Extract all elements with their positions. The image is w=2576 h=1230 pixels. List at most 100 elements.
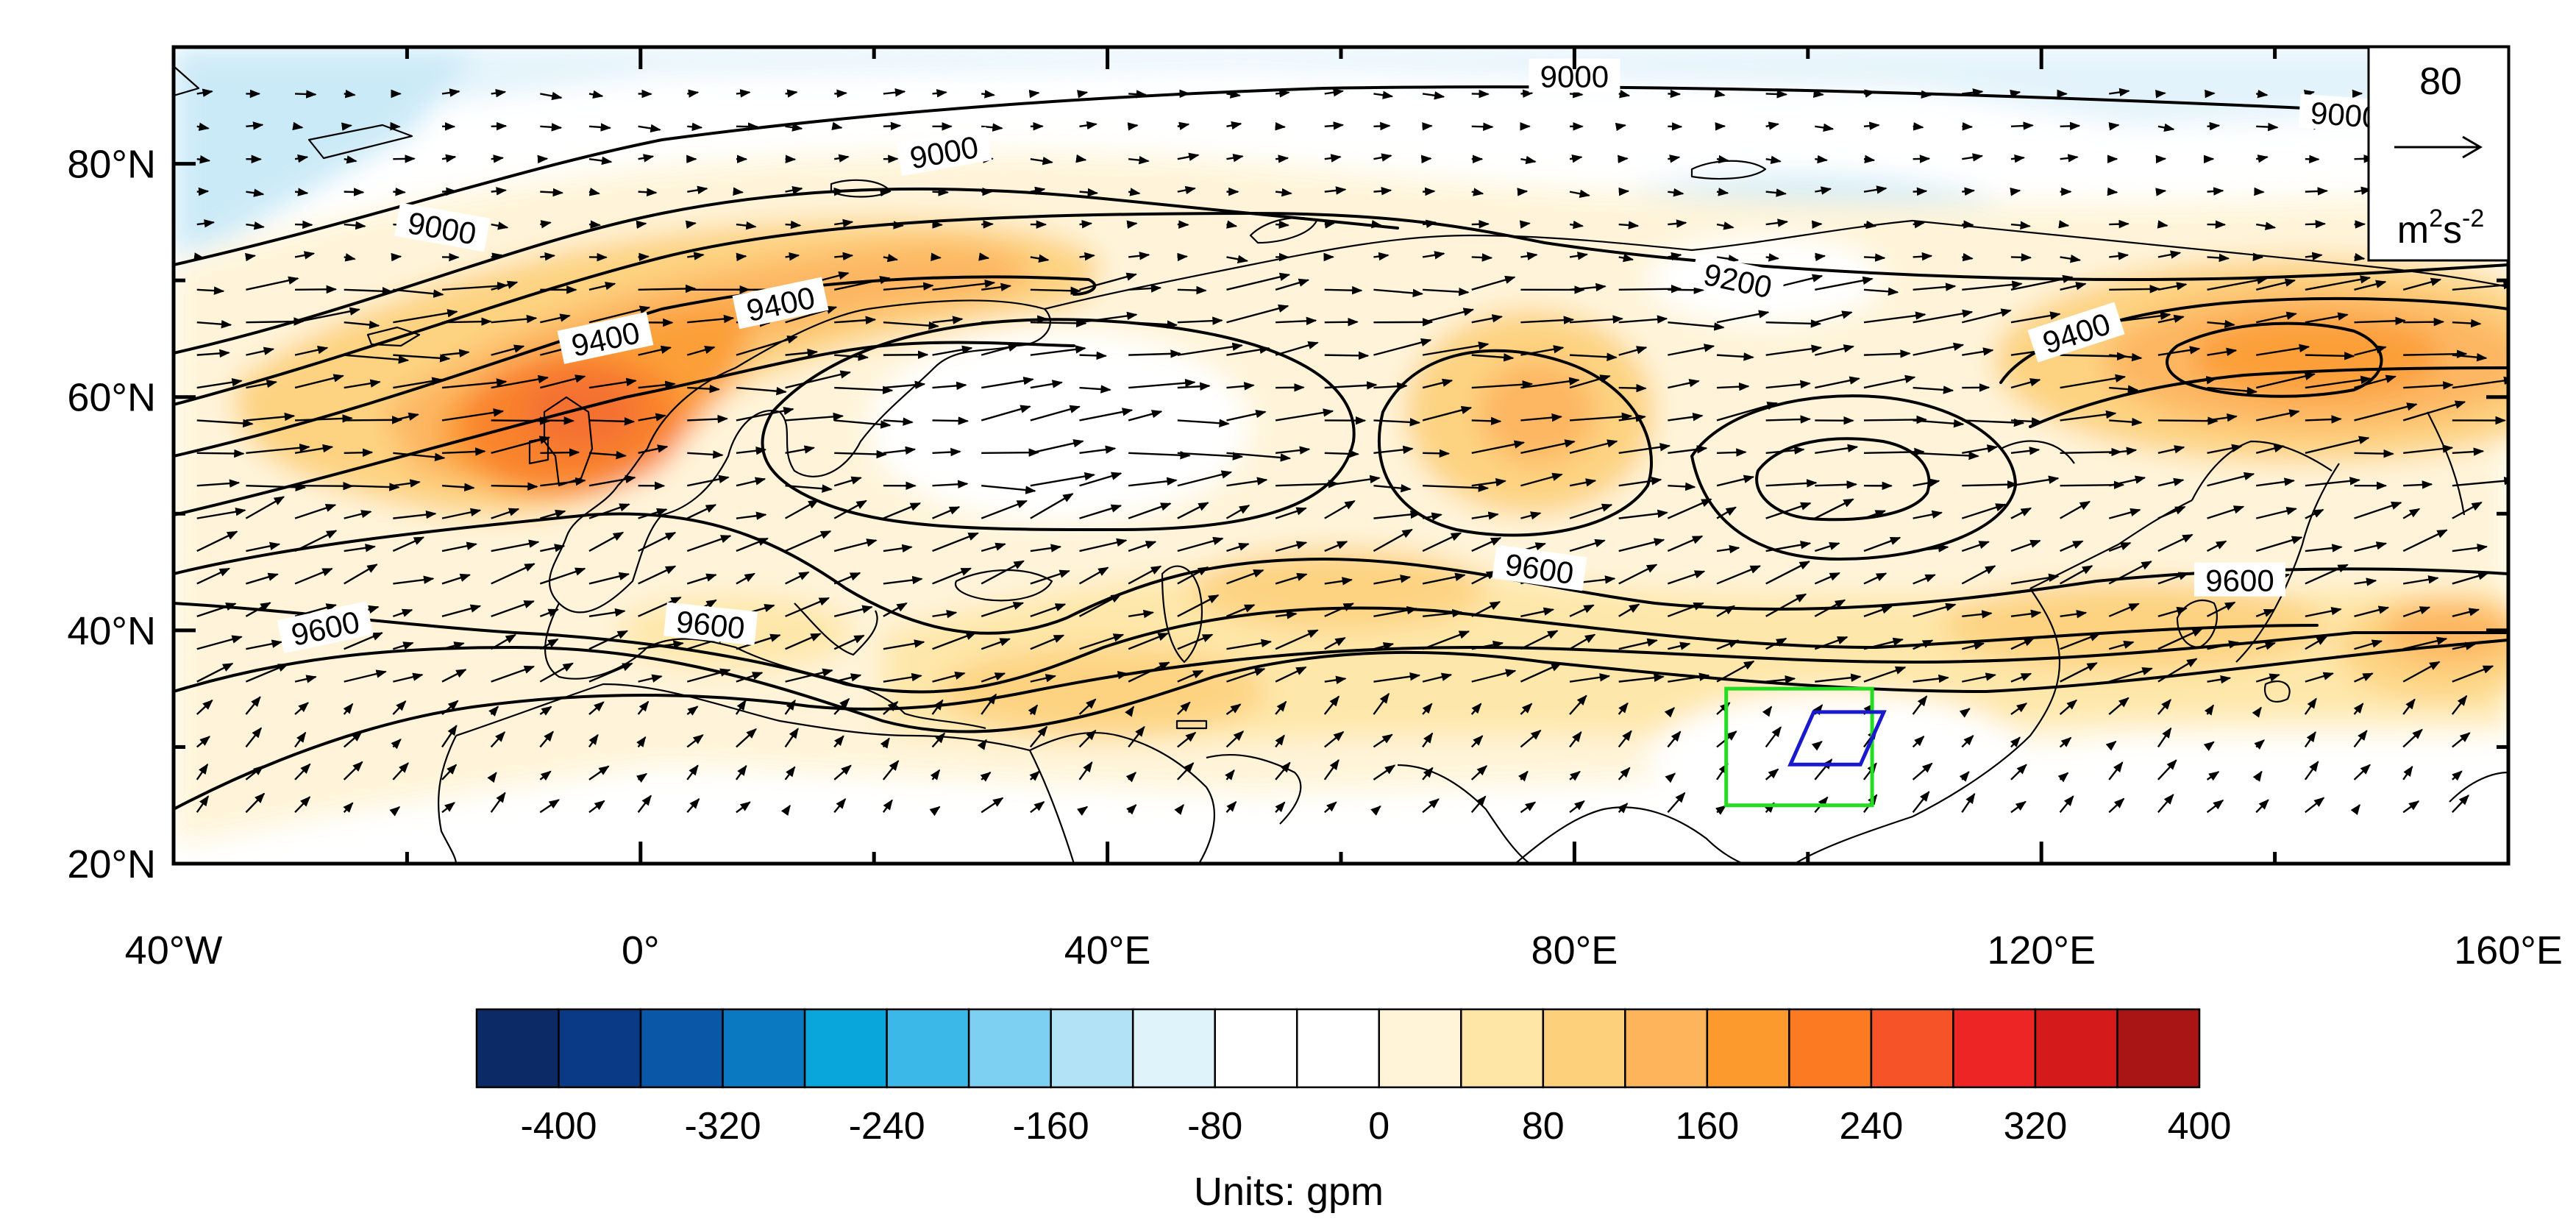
y-tick-label: 60°N [67,376,156,420]
x-tick-label: 120°E [1987,928,2096,973]
flux-vector [196,319,232,329]
flux-vector [1765,561,1810,585]
flux-vector [2452,543,2488,552]
flux-vector [1275,188,1292,197]
flux-vector [1519,220,1531,229]
flux-vector [2059,500,2091,519]
flux-vector [736,572,755,585]
flux-vector [636,772,648,783]
flux-vector [1226,153,1244,163]
flux-vector [344,287,394,296]
flux-vector [2108,122,2120,131]
flux-vector [785,597,830,617]
flux-vector [1961,735,1974,748]
colorbar-tick-label: -80 [1187,1105,1242,1148]
flux-vector [245,765,264,781]
flux-vector [932,316,964,324]
flux-vector [2155,89,2166,99]
flux-vector [1863,374,1916,389]
flux-vector [784,699,796,715]
flux-vector [2452,376,2508,389]
flux-vector [1079,671,1129,683]
flux-vector [2207,505,2245,519]
flux-vector [2305,606,2342,618]
flux-vector [981,693,997,715]
flux-vector [1030,157,1053,166]
flux-vector [1520,377,1580,389]
flux-vector [1079,311,1138,324]
flux-vector [2108,797,2125,814]
flux-vector [1078,594,1122,617]
flux-vector [686,705,699,716]
flux-vector [980,772,992,782]
flux-vector [1176,762,1195,781]
flux-vector [1324,285,1363,295]
flux-vector [491,539,540,552]
flux-vector [1471,188,1484,196]
flux-vector [196,763,209,781]
flux-vector [2108,508,2141,519]
flux-vector [1125,772,1136,783]
flux-vector [2059,795,2074,813]
flux-vector [1128,632,1169,650]
flux-vector [932,381,967,391]
flux-vector [540,416,575,425]
flux-vector [1373,418,1421,427]
flux-vector [1373,288,1424,298]
colorbar-swatch [1952,1008,2037,1089]
flux-vector [1765,593,1807,617]
flux-vector [638,674,663,683]
flux-vector [1275,408,1334,422]
flux-vector [785,252,800,261]
flux-vector [833,697,850,715]
flux-vector [343,761,363,781]
flux-vector [1517,188,1529,196]
flux-vector [931,732,946,748]
flux-vector [1618,538,1665,552]
flux-vector [2207,444,2243,455]
flux-vector [2402,508,2421,519]
flux-vector [1225,703,1242,716]
colorbar-units-label: Units: gpm [1194,1170,1384,1214]
flux-vector [2060,610,2088,619]
flux-vector [736,89,751,98]
flux-vector [2305,312,2349,324]
flux-vector [1520,801,1537,814]
flux-vector [1520,345,1565,356]
flux-vector [1520,413,1563,422]
flux-vector [1716,506,1737,519]
flux-vector [1127,122,1139,131]
flux-vector [2255,154,2269,163]
axis-tick-labels: 40°W 0° 40°E 80°E 120°E 160°E 20°N 40°N 60°N 80°N [67,143,2563,973]
flux-vector [883,282,934,291]
flux-vector [2206,771,2220,781]
flux-vector [1716,565,1762,585]
flux-vector [491,416,551,425]
flux-vector [539,608,559,617]
flux-vector [588,630,629,650]
flux-vector [1422,572,1466,585]
flux-vector [1030,380,1064,389]
flux-vector [1618,443,1671,455]
flux-vector [2108,697,2130,715]
flux-vector [2060,374,2127,389]
flux-vector [1618,702,1629,715]
flux-vector [1667,498,1712,519]
flux-vector [1863,447,1925,457]
flux-vector [1520,155,1537,165]
flux-vector [981,448,1040,457]
flux-vector [245,696,261,715]
flux-vector [2010,447,2040,455]
flux-vector [1324,318,1359,327]
contour-label-text: 9600 [675,604,747,646]
flux-vector [1030,634,1065,650]
flux-vector [2060,282,2087,291]
flux-vector [441,700,459,715]
flux-vector [2305,508,2324,519]
flux-vector [1668,321,1725,331]
flux-vector [1814,541,1840,552]
flux-vector [2109,447,2138,455]
flux-vector [2305,275,2372,291]
flux-vector [196,419,254,428]
flux-vector [441,641,465,650]
